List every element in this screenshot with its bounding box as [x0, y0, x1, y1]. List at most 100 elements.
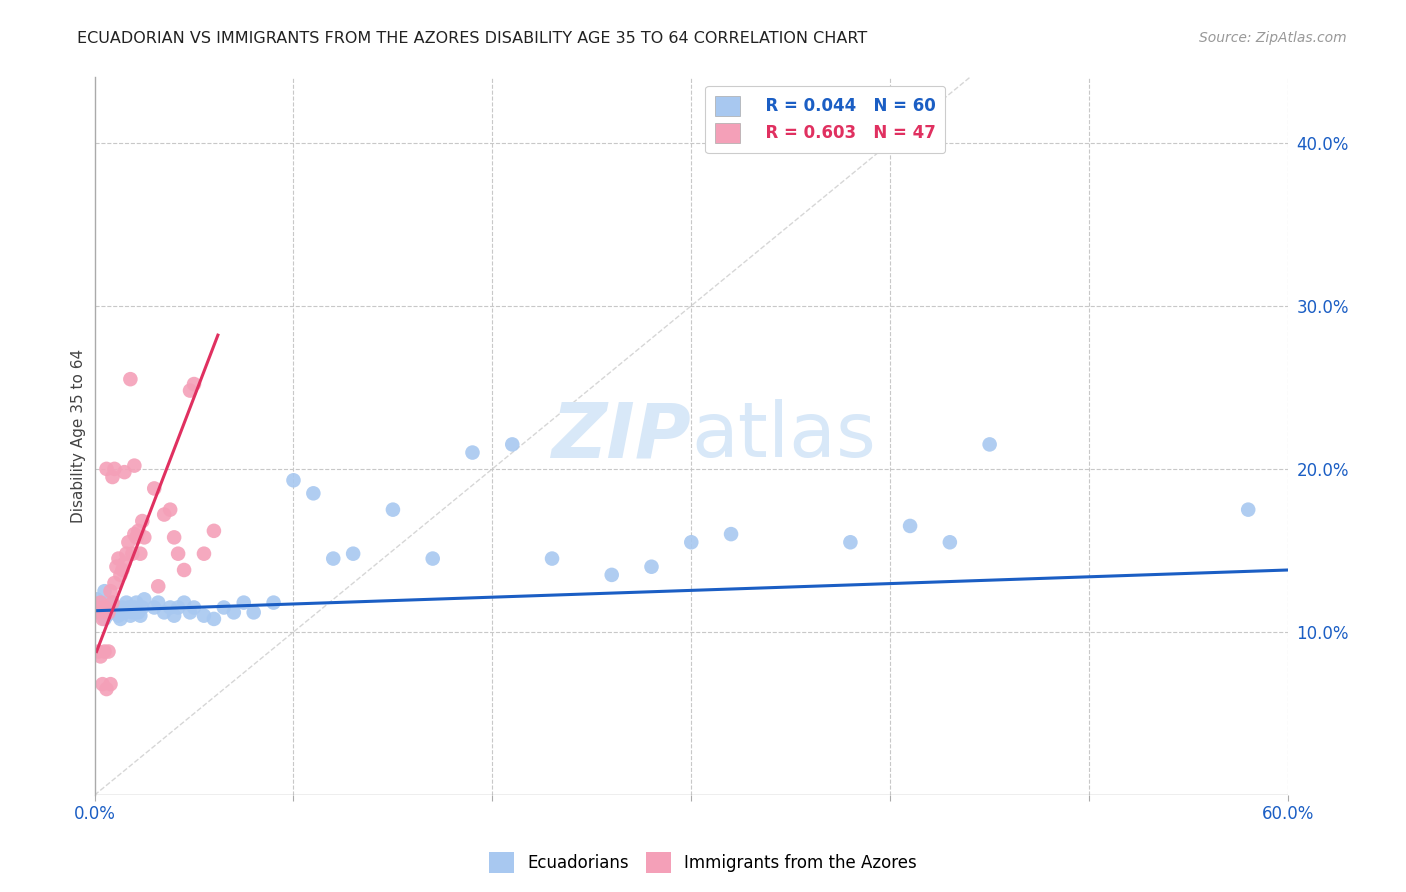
Point [103, 462, 125, 476]
Point [96, 608, 118, 623]
Point [107, 608, 129, 623]
Point [129, 608, 152, 623]
Point [163, 608, 186, 623]
Point [121, 547, 143, 561]
Legend:   R = 0.044   N = 60,   R = 0.603   N = 47: R = 0.044 N = 60, R = 0.603 N = 47 [706, 86, 945, 153]
Point [112, 606, 135, 620]
Point [179, 606, 201, 620]
Point [302, 486, 325, 500]
Text: atlas: atlas [692, 400, 876, 474]
Point [100, 584, 122, 599]
Point [107, 551, 129, 566]
Point [93, 600, 115, 615]
Point [153, 508, 176, 522]
Point [87, 600, 110, 615]
Point [97, 600, 120, 615]
Point [461, 445, 484, 459]
Point [1237, 502, 1260, 516]
Point [173, 563, 195, 577]
Point [105, 559, 128, 574]
Point [640, 559, 662, 574]
Point [91, 677, 114, 691]
Point [90, 596, 112, 610]
Point [103, 600, 125, 615]
Point [112, 465, 135, 479]
Point [90, 649, 112, 664]
Point [839, 535, 862, 549]
Point [501, 437, 523, 451]
Point [193, 547, 215, 561]
Point [202, 524, 225, 538]
Point [93, 612, 115, 626]
Point [127, 524, 149, 538]
Point [600, 567, 623, 582]
Point [342, 547, 364, 561]
Point [90, 596, 112, 610]
Point [111, 600, 134, 615]
Point [173, 596, 195, 610]
Point [93, 584, 115, 599]
Point [283, 473, 305, 487]
Point [131, 514, 153, 528]
Point [127, 606, 149, 620]
Point [87, 606, 110, 620]
Point [159, 502, 181, 516]
Point [134, 592, 156, 607]
Point [93, 644, 115, 658]
Point [96, 462, 118, 476]
Point [124, 527, 146, 541]
Point [148, 596, 170, 610]
Point [242, 606, 264, 620]
Point [121, 606, 143, 620]
Point [129, 547, 152, 561]
Point [124, 600, 146, 615]
Point [97, 606, 120, 620]
Point [179, 384, 201, 398]
Point [183, 377, 205, 392]
Point [117, 600, 139, 615]
Point [541, 551, 564, 566]
Point [134, 530, 156, 544]
Point [898, 519, 921, 533]
Y-axis label: Disability Age 35 to 64: Disability Age 35 to 64 [72, 349, 86, 524]
Point [101, 596, 124, 610]
Point [86, 592, 108, 607]
Point [86, 600, 108, 615]
Text: ECUADORIAN VS IMMIGRANTS FROM THE AZORES DISABILITY AGE 35 TO 64 CORRELATION CHA: ECUADORIAN VS IMMIGRANTS FROM THE AZORES… [77, 31, 868, 46]
Point [115, 547, 138, 561]
Point [222, 606, 245, 620]
Point [103, 576, 125, 591]
Point [111, 563, 134, 577]
Point [97, 644, 120, 658]
Point [125, 596, 148, 610]
Point [124, 458, 146, 473]
Point [100, 677, 122, 691]
Point [120, 608, 142, 623]
Point [87, 644, 110, 658]
Point [681, 535, 703, 549]
Point [720, 527, 742, 541]
Point [159, 600, 181, 615]
Point [105, 606, 128, 620]
Point [232, 596, 254, 610]
Point [101, 596, 124, 610]
Point [91, 606, 114, 620]
Point [263, 596, 285, 610]
Point [183, 600, 205, 615]
Point [939, 535, 962, 549]
Point [381, 502, 404, 516]
Point [117, 535, 139, 549]
Point [322, 551, 344, 566]
Point [115, 596, 138, 610]
Point [167, 547, 190, 561]
Point [91, 612, 114, 626]
Point [120, 372, 142, 386]
Point [100, 606, 122, 620]
Point [212, 600, 235, 615]
Point [193, 608, 215, 623]
Point [163, 530, 186, 544]
Point [422, 551, 444, 566]
Point [148, 579, 170, 593]
Point [143, 600, 166, 615]
Text: Source: ZipAtlas.com: Source: ZipAtlas.com [1199, 31, 1347, 45]
